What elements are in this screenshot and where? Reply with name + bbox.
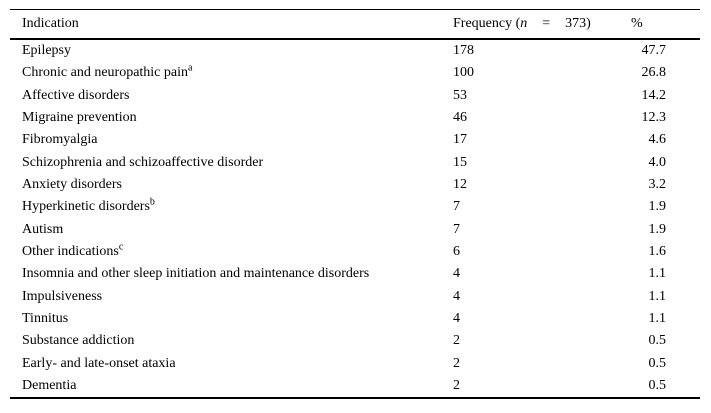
- indication-cell: Schizophrenia and schizoaffective disord…: [10, 154, 453, 170]
- frequency-cell: 12: [453, 177, 467, 193]
- indication-label: Tinnitus: [22, 311, 69, 327]
- frequency-cell: 2: [453, 378, 460, 394]
- indication-label: Early- and late-onset ataxia: [22, 355, 176, 371]
- frequency-cell: 100: [453, 65, 474, 81]
- table-row: Anxiety disorders 12 3.2: [10, 174, 700, 196]
- indication-label: Autism: [22, 221, 64, 237]
- percent-cell: 1.6: [648, 244, 667, 260]
- frequency-cell: 2: [453, 355, 460, 371]
- indication-label: Dementia: [22, 378, 77, 394]
- percent-cell: 26.8: [641, 65, 667, 81]
- column-header-frequency: Frequency (n = 373): [453, 17, 630, 31]
- frequency-header-equals: =: [542, 16, 551, 31]
- frequency-header-total: 373): [565, 16, 591, 31]
- indication-cell: Anxiety disorders: [10, 178, 453, 192]
- table-header-row: Indication Frequency (n = 373) %: [10, 10, 700, 40]
- frequency-header-prefix: Frequency (: [453, 16, 521, 31]
- percent-cell: 47.7: [641, 43, 667, 59]
- column-header-percent: %: [631, 16, 643, 31]
- percent-cell: 4.0: [648, 154, 667, 170]
- table-row: Other indicationsc 6 1.6: [10, 241, 700, 263]
- frequency-cell: 53: [453, 87, 467, 103]
- frequency-cell: 15: [453, 154, 467, 170]
- indication-label: Substance addiction: [22, 333, 135, 349]
- indication-cell: Substance addiction: [10, 334, 453, 348]
- table-row: Impulsiveness 4 1.1: [10, 286, 700, 308]
- frequency-cell: 4: [453, 288, 460, 304]
- indication-label: Affective disorders: [22, 87, 130, 103]
- table-row: Early- and late-onset ataxia 2 0.5: [10, 353, 700, 375]
- indication-label: Other indications: [22, 244, 119, 260]
- indication-cell: Insomnia and other sleep initiation and …: [10, 267, 453, 281]
- indication-cell: Hyperkinetic disordersb: [10, 196, 453, 215]
- frequency-cell: 4: [453, 311, 460, 327]
- indication-label: Impulsiveness: [22, 288, 103, 304]
- table-row: Affective disorders 53 14.2: [10, 85, 700, 107]
- indication-cell: Autism: [10, 221, 453, 237]
- frequency-cell: 6: [453, 244, 460, 260]
- table-row: Hyperkinetic disordersb 7 1.9: [10, 196, 700, 218]
- table-row: Epilepsy 178 47.7: [10, 40, 700, 62]
- frequency-header-n: n: [520, 16, 528, 31]
- table-row: Fibromyalgia 17 4.6: [10, 129, 700, 151]
- percent-cell: 1.1: [648, 288, 667, 304]
- percent-cell: 1.9: [648, 221, 667, 237]
- indication-cell: Chronic and neuropathic paina: [10, 62, 453, 81]
- indication-label: Anxiety disorders: [22, 177, 122, 193]
- frequency-cell: 2: [453, 333, 460, 349]
- frequency-cell: 7: [453, 199, 460, 215]
- indication-label: Chronic and neuropathic pain: [22, 65, 189, 81]
- table-row: Autism 7 1.9: [10, 219, 700, 241]
- table-row: Schizophrenia and schizoaffective disord…: [10, 152, 700, 174]
- indication-label: Migraine prevention: [22, 110, 137, 126]
- indications-table: Indication Frequency (n = 373) % Epilepsy …: [10, 9, 700, 400]
- indication-cell: Migraine prevention: [10, 111, 453, 125]
- indication-cell: Fibromyalgia: [10, 133, 453, 147]
- percent-cell: 0.5: [648, 333, 667, 349]
- indication-label: Epilepsy: [22, 43, 71, 59]
- frequency-cell: 7: [453, 221, 460, 237]
- indication-label: Insomnia and other sleep initiation and …: [22, 266, 370, 282]
- footnote-marker: a: [188, 62, 193, 74]
- table-row: Insomnia and other sleep initiation and …: [10, 263, 700, 285]
- percent-cell: 1.9: [648, 199, 667, 215]
- percent-cell: 0.5: [648, 355, 667, 371]
- indication-label: Hyperkinetic disorders: [22, 199, 150, 215]
- indication-cell: Epilepsy: [10, 44, 453, 58]
- percent-cell: 14.2: [641, 87, 667, 103]
- table-row: Tinnitus 4 1.1: [10, 308, 700, 330]
- percent-cell: 12.3: [641, 110, 667, 126]
- indication-cell: Dementia: [10, 379, 453, 393]
- indication-cell: Impulsiveness: [10, 288, 453, 304]
- indication-label: Fibromyalgia: [22, 132, 98, 148]
- frequency-cell: 46: [453, 110, 467, 126]
- frequency-cell: 178: [453, 43, 474, 59]
- percent-cell: 1.1: [648, 266, 667, 282]
- footnote-marker: b: [149, 196, 155, 208]
- percent-cell: 3.2: [648, 177, 667, 193]
- frequency-cell: 17: [453, 132, 467, 148]
- table-row: Dementia 2 0.5: [10, 375, 700, 397]
- indication-cell: Early- and late-onset ataxia: [10, 355, 453, 371]
- indication-cell: Tinnitus: [10, 312, 453, 326]
- percent-cell: 4.6: [648, 132, 667, 148]
- indication-label: Schizophrenia and schizoaffective disord…: [22, 154, 264, 170]
- table-row: Chronic and neuropathic paina 100 26.8: [10, 62, 700, 84]
- percent-cell: 1.1: [648, 311, 667, 327]
- indication-cell: Affective disorders: [10, 87, 453, 103]
- table-row: Substance addiction 2 0.5: [10, 330, 700, 352]
- footnote-marker: c: [118, 241, 124, 253]
- table-row: Migraine prevention 46 12.3: [10, 107, 700, 129]
- column-header-indication: Indication: [22, 16, 79, 31]
- frequency-cell: 4: [453, 266, 460, 282]
- indication-cell: Other indicationsc: [10, 242, 453, 260]
- percent-cell: 0.5: [648, 378, 667, 394]
